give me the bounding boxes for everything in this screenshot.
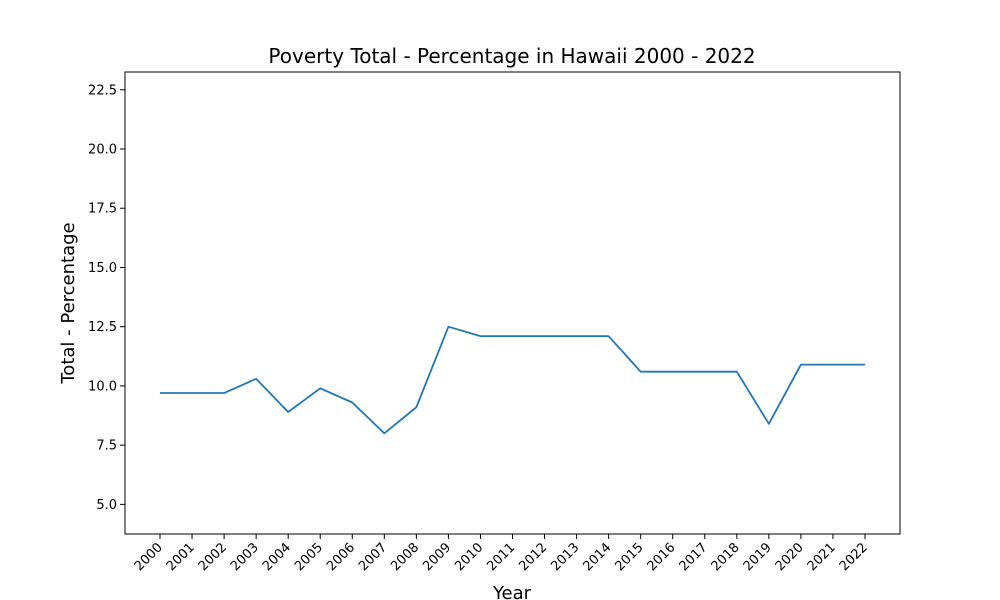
y-tick-label: 15.0 xyxy=(88,261,117,276)
data-point xyxy=(254,376,259,381)
y-tick-label: 12.5 xyxy=(88,320,117,335)
y-tick-label: 5.0 xyxy=(96,498,117,513)
chart-title: Poverty Total - Percentage in Hawaii 200… xyxy=(268,44,755,68)
x-tick-label: 2019 xyxy=(741,540,775,574)
x-tick-label: 2006 xyxy=(324,540,358,574)
data-point xyxy=(158,391,163,396)
data-point xyxy=(798,362,803,367)
data-point xyxy=(350,400,355,405)
x-tick-label: 2001 xyxy=(164,540,198,574)
data-point xyxy=(670,369,675,374)
data-point xyxy=(702,369,707,374)
data-point xyxy=(574,334,579,339)
y-tick-label: 22.5 xyxy=(88,83,117,98)
x-tick-label: 2010 xyxy=(452,540,486,574)
data-point xyxy=(286,409,291,414)
x-tick-label: 2014 xyxy=(580,540,614,574)
series-layer xyxy=(158,324,868,436)
x-tick-label: 2002 xyxy=(196,540,230,574)
x-axis: 2000200120022003200420052006200720082009… xyxy=(132,534,871,574)
data-point xyxy=(734,369,739,374)
x-tick-label: 2021 xyxy=(805,540,839,574)
y-tick-label: 20.0 xyxy=(88,143,117,158)
data-point xyxy=(863,362,868,367)
data-point xyxy=(478,334,483,339)
y-tick-label: 10.0 xyxy=(88,379,117,394)
x-tick-label: 2008 xyxy=(388,540,422,574)
data-point xyxy=(414,405,419,410)
x-tick-label: 2004 xyxy=(260,540,294,574)
x-tick-label: 2015 xyxy=(613,540,647,574)
x-axis-label: Year xyxy=(492,583,532,600)
y-tick-label: 17.5 xyxy=(88,202,117,217)
series-line-0 xyxy=(160,325,865,435)
plot-area-frame xyxy=(124,71,901,535)
data-point xyxy=(382,431,387,436)
data-point xyxy=(510,334,515,339)
x-tick-label: 2017 xyxy=(677,540,711,574)
x-tick-label: 2009 xyxy=(420,540,454,574)
data-point xyxy=(542,334,547,339)
y-axis-label: Total - Percentage xyxy=(58,222,79,384)
x-tick-label: 2012 xyxy=(516,540,550,574)
data-point xyxy=(190,391,195,396)
x-tick-label: 2022 xyxy=(837,540,871,574)
x-tick-label: 2003 xyxy=(228,540,262,574)
y-axis: 5.0 7.5 10.0 12.5 15.0 17.5 20.0 22.5 xyxy=(88,83,125,513)
x-tick-label: 2018 xyxy=(709,540,743,574)
data-point xyxy=(638,369,643,374)
data-point xyxy=(830,362,835,367)
x-tick-label: 2011 xyxy=(484,540,518,574)
data-point xyxy=(318,386,323,391)
data-point xyxy=(446,324,451,329)
x-tick-label: 2013 xyxy=(548,540,582,574)
x-tick-label: 2016 xyxy=(645,540,679,574)
y-tick-label: 7.5 xyxy=(96,439,117,454)
data-point xyxy=(222,391,227,396)
x-tick-label: 2020 xyxy=(773,540,807,574)
data-point xyxy=(766,421,771,426)
x-tick-label: 2007 xyxy=(356,540,390,574)
x-tick-label: 2000 xyxy=(132,540,166,574)
data-point xyxy=(606,334,611,339)
x-tick-label: 2005 xyxy=(292,540,326,574)
